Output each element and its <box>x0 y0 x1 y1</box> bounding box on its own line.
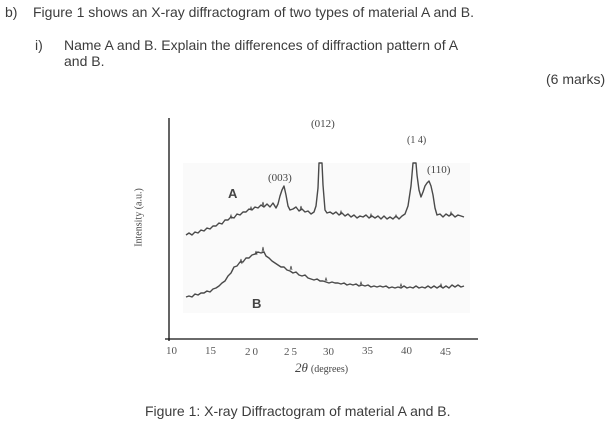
x-tick-25: 25 <box>284 346 299 358</box>
peak-label-110: (110) <box>427 164 451 176</box>
x-tick-20: 20 <box>245 346 260 358</box>
plot-panel <box>183 163 470 313</box>
x-tick-40: 40 <box>401 345 412 357</box>
x-tick-35: 35 <box>362 345 373 357</box>
peak-label-104: (1 4) <box>407 135 427 146</box>
trace-a <box>185 162 465 236</box>
peak-label-003: (003) <box>268 172 292 184</box>
question-sub-text-line1: Name A and B. Explain the differences of… <box>64 37 459 53</box>
figure-caption: Figure 1: X-ray Diffractogram of materia… <box>145 403 451 419</box>
question-part-text: Figure 1 shows an X-ray diffractogram of… <box>33 4 474 20</box>
y-axis-label: Intensity (a.u.) <box>133 188 145 247</box>
x-tick-10: 10 <box>166 345 177 357</box>
question-sub-label: i) <box>35 37 43 53</box>
x-tick-45: 45 <box>440 346 451 358</box>
x-axis-unit: (degrees) <box>310 364 349 375</box>
trace-b <box>185 251 465 298</box>
trace-b-noise <box>239 246 443 288</box>
series-label-b: B <box>252 296 262 311</box>
two-theta-symbol: 2θ <box>295 360 308 375</box>
marks-label: (6 marks) <box>546 71 606 87</box>
question-part-label: b) <box>5 4 18 20</box>
peak-label-012: (012) <box>311 118 335 130</box>
series-label-a: A <box>228 186 238 201</box>
x-tick-15: 15 <box>205 345 216 357</box>
x-tick-30: 30 <box>323 346 334 358</box>
trace-a-noise <box>229 201 453 220</box>
x-axis-label: 2θ (degrees) <box>295 360 348 376</box>
question-sub-text-line2: and B. <box>64 53 105 69</box>
